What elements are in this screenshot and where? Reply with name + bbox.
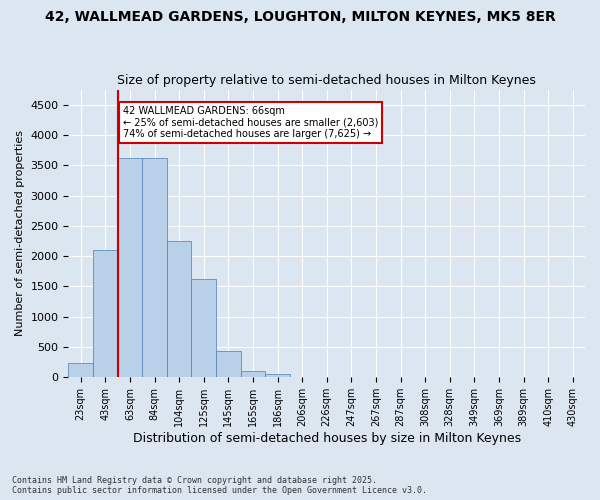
Bar (265, 374, 290, 378)
X-axis label: Distribution of semi-detached houses by size in Milton Keynes: Distribution of semi-detached houses by … (133, 432, 521, 445)
Text: 42 WALLMEAD GARDENS: 66sqm
← 25% of semi-detached houses are smaller (2,603)
74%: 42 WALLMEAD GARDENS: 66sqm ← 25% of semi… (122, 106, 378, 139)
Bar (241, 372, 265, 378)
Bar (68, 364, 93, 378)
Bar (118, 158, 142, 378)
Bar (216, 352, 241, 378)
Text: 42, WALLMEAD GARDENS, LOUGHTON, MILTON KEYNES, MK5 8ER: 42, WALLMEAD GARDENS, LOUGHTON, MILTON K… (44, 10, 556, 24)
Bar (142, 158, 167, 378)
Bar (167, 241, 191, 378)
Bar (93, 250, 118, 378)
Title: Size of property relative to semi-detached houses in Milton Keynes: Size of property relative to semi-detach… (117, 74, 536, 87)
Text: Contains HM Land Registry data © Crown copyright and database right 2025.
Contai: Contains HM Land Registry data © Crown c… (12, 476, 427, 495)
Y-axis label: Number of semi-detached properties: Number of semi-detached properties (15, 130, 25, 336)
Bar (191, 279, 216, 378)
